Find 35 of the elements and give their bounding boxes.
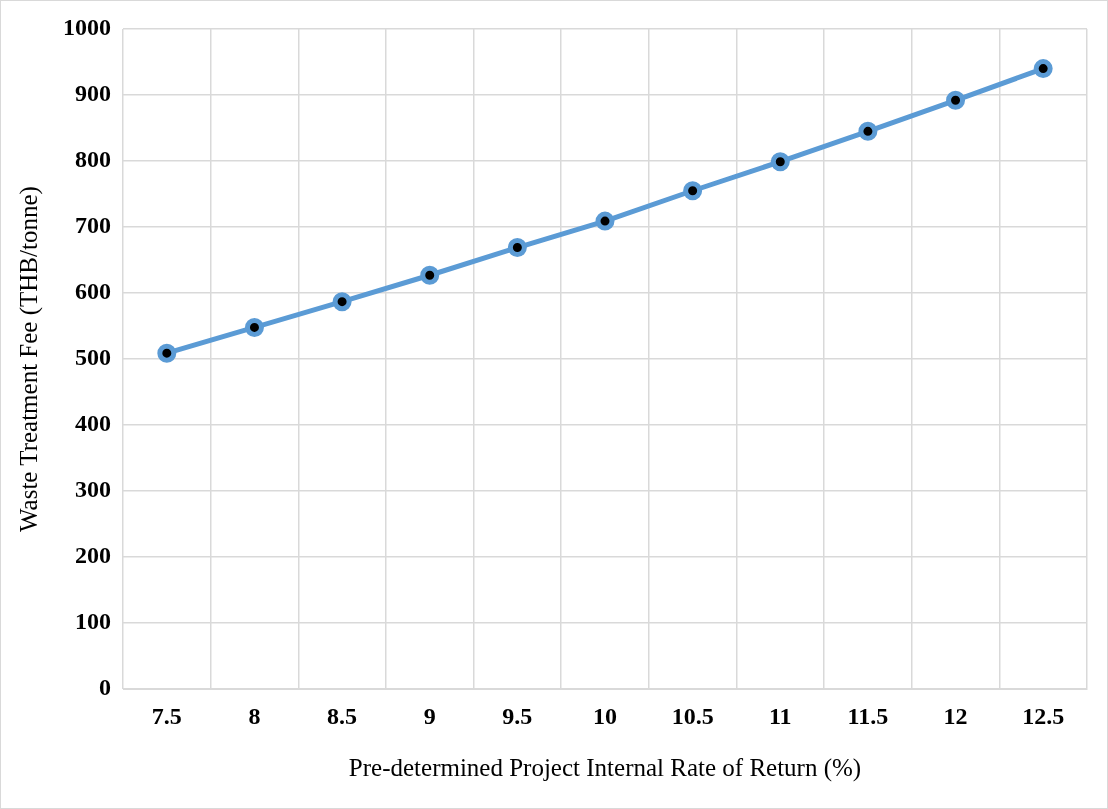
y-tick-label: 600 (75, 278, 111, 305)
point (507, 238, 527, 258)
y-tick-label: 900 (75, 80, 111, 107)
x-tick-label: 8.5 (327, 702, 358, 729)
x-tick-label: 9 (423, 702, 436, 729)
y-tick-label: 800 (75, 146, 111, 173)
point (420, 265, 440, 285)
x-tick-label: 10.5 (671, 702, 714, 729)
point (595, 211, 615, 231)
point (858, 121, 878, 141)
x-tick-label: 7.5 (151, 702, 182, 729)
x-tick-label: 12 (943, 702, 968, 729)
y-axis-title: Waste Treatment Fee (THB/tonne) (14, 186, 43, 533)
point (332, 292, 352, 312)
point (770, 152, 790, 172)
y-tick-label: 500 (75, 344, 111, 371)
x-tick-label: 9.5 (502, 702, 533, 729)
point (244, 317, 264, 337)
point (683, 181, 703, 201)
y-tick-label: 300 (75, 476, 111, 503)
y-tick-label: 1000 (63, 14, 111, 41)
y-tick-label: 700 (75, 212, 111, 239)
point (1033, 59, 1053, 79)
y-tick-label: 0 (99, 674, 111, 701)
point (157, 343, 177, 363)
x-tick-label: 11.5 (847, 702, 889, 729)
y-tick-label: 100 (75, 608, 111, 635)
x-tick-label: 10 (593, 702, 617, 729)
y-tick-label: 200 (75, 542, 111, 569)
x-tick-label: 11 (768, 702, 792, 729)
x-tick-label: 8 (248, 702, 261, 729)
x-tick-label: 12.5 (1022, 702, 1065, 729)
x-axis-title: Pre-determined Project Internal Rate of Return (%) (348, 753, 862, 782)
y-tick-label: 400 (75, 410, 111, 437)
point (946, 90, 966, 110)
